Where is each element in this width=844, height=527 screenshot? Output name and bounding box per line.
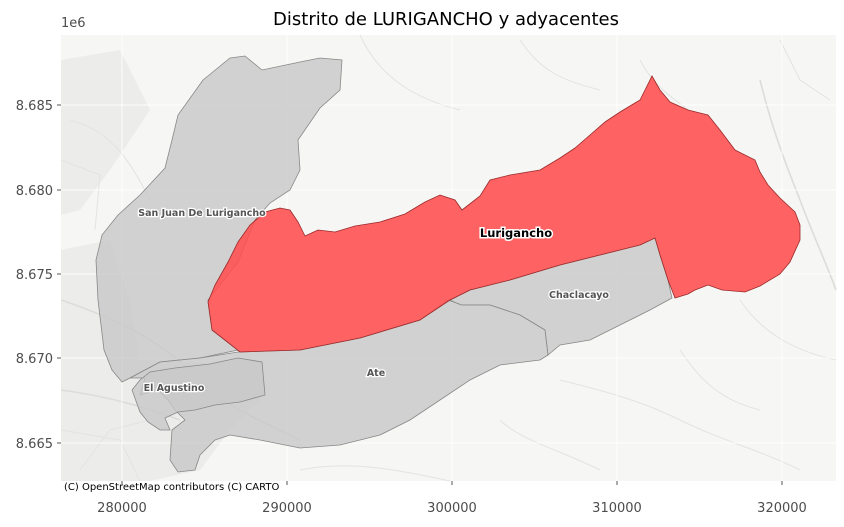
map-title: Distrito de LURIGANCHO y adyacentes [273,9,619,30]
label-el-agustino: El Agustino [144,383,205,394]
y-axis: 8.685 8.680 8.675 8.670 8.665 [16,99,61,452]
y-offset-label: 1e6 [61,16,86,31]
label-lurigancho: Lurigancho [480,226,552,240]
label-san-juan-de-lurigancho: San Juan De Lurigancho [138,208,266,219]
adjacent-districts [95,55,673,473]
label-ate: Ate [367,368,385,379]
x-tick-label: 300000 [427,501,477,516]
x-tick-label: 290000 [262,501,312,516]
x-axis: 280000 290000 300000 310000 320000 [97,481,807,516]
district-labels: San Juan De Lurigancho Lurigancho Chacla… [137,207,611,396]
y-tick-label: 8.665 [16,437,53,452]
y-tick-label: 8.670 [16,352,53,367]
y-tick-label: 8.685 [16,99,53,114]
x-tick-label: 310000 [592,501,642,516]
x-tick-label: 280000 [97,501,147,516]
y-tick-label: 8.680 [16,184,53,199]
district-el-agustino[interactable] [131,357,266,431]
label-chaclacayo: Chaclacayo [549,290,609,301]
district-lurigancho[interactable] [207,75,801,353]
x-tick-label: 320000 [757,501,807,516]
map-attribution: (C) OpenStreetMap contributors (C) CARTO [64,482,279,493]
y-tick-label: 8.675 [16,268,53,283]
